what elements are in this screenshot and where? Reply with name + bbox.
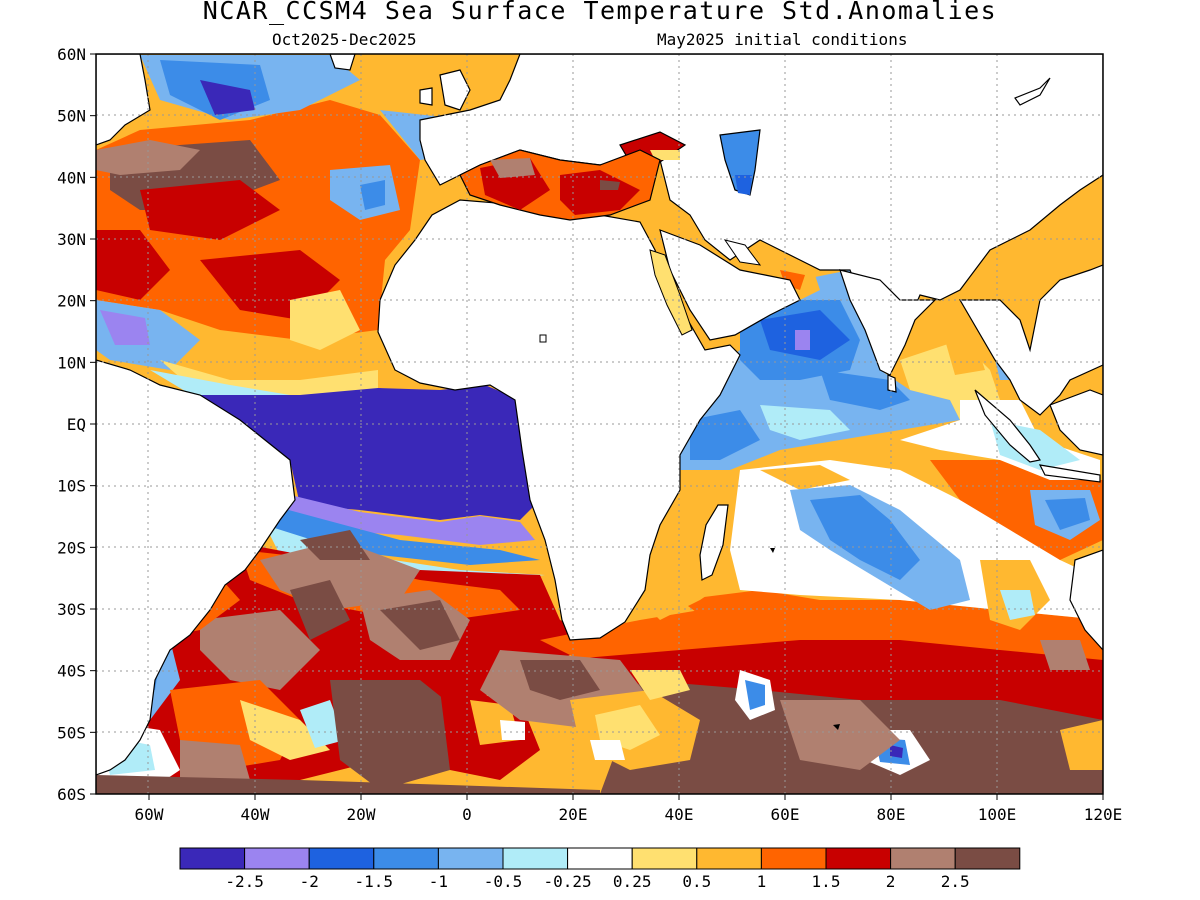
lat-tick-label: 30S (57, 600, 86, 619)
colorbar-swatch (244, 847, 310, 870)
colorbar-swatch (373, 847, 439, 870)
colorbar-label: 1 (757, 872, 767, 891)
colorbar-label: -1.5 (355, 872, 394, 891)
lon-tick-label: 100E (978, 805, 1017, 824)
lat-tick-label: 40N (57, 168, 86, 187)
lat-tick-label: 40S (57, 662, 86, 681)
lon-tick-label: 20W (347, 805, 376, 824)
lon-tick-label: 80E (877, 805, 906, 824)
colorbar-swatch (437, 847, 504, 870)
colorbar-swatch (502, 847, 569, 870)
lat-tick-label: 20N (57, 292, 86, 311)
lat-tick-label: 50S (57, 723, 86, 742)
lon-tick-label: 60W (135, 805, 164, 824)
colorbar-swatch (179, 847, 246, 870)
colorbar-swatch (567, 847, 633, 870)
colorbar-swatch (631, 847, 698, 870)
lat-tick-label: 60S (57, 785, 86, 804)
colorbar-swatch (825, 847, 892, 870)
lat-tick-label: 30N (57, 230, 86, 249)
lon-tick-label: 0 (462, 805, 472, 824)
lat-tick-label: EQ (67, 415, 86, 434)
lat-tick-label: 10S (57, 477, 86, 496)
lon-tick-label: 60E (771, 805, 800, 824)
initial-conditions: May2025 initial conditions (657, 30, 908, 49)
colorbar-label: -0.25 (544, 872, 592, 891)
lon-tick-label: 20E (559, 805, 588, 824)
colorbar-label: 0.5 (682, 872, 711, 891)
colorbar-label: 0.25 (613, 872, 652, 891)
lat-tick-label: 50N (57, 107, 86, 126)
colorbar-label: -0.5 (484, 872, 523, 891)
map-title: NCAR_CCSM4 Sea Surface Temperature Std.A… (202, 0, 998, 25)
colorbar-label: 1.5 (812, 872, 841, 891)
colorbar-swatch (760, 847, 827, 870)
colorbar-label: -1 (429, 872, 448, 891)
colorbar-label: -2.5 (225, 872, 264, 891)
colorbar-swatch (890, 847, 956, 870)
lat-tick-label: 10N (57, 353, 86, 372)
colorbar-swatch (696, 847, 762, 870)
colorbar-label: 2 (886, 872, 896, 891)
lon-tick-label: 120E (1084, 805, 1123, 824)
forecast-period: Oct2025-Dec2025 (272, 30, 417, 49)
lon-tick-label: 40E (665, 805, 694, 824)
colorbar-swatch (308, 847, 375, 870)
colorbar-swatch (954, 847, 1021, 870)
colorbar-label: -2 (300, 872, 319, 891)
lon-tick-label: 40W (241, 805, 270, 824)
anomaly-field (96, 54, 1103, 794)
lat-tick-label: 60N (57, 45, 86, 64)
lat-tick-label: 20S (57, 538, 86, 557)
colorbar: -2.5 -2 -1.5 -1 -0.5 -0.25 0.25 0.5 1 1.5 2 2.5 (179, 847, 1021, 891)
axis-ticks: 60N 50N 40N 30N 20N 10N EQ 10S 20S 30S 40S 50S 60S 60… (57, 45, 1122, 824)
colorbar-label: 2.5 (941, 872, 970, 891)
